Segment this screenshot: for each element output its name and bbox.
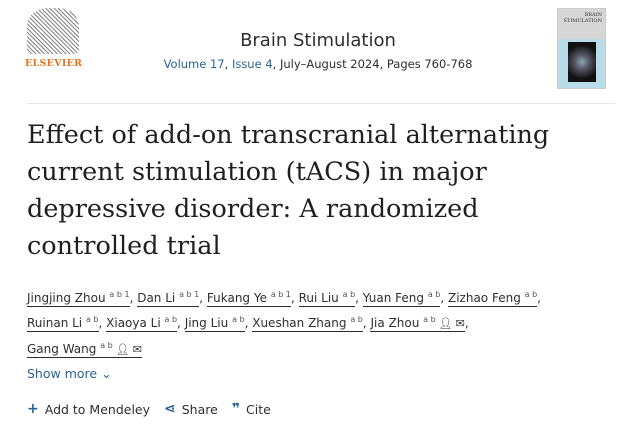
share-button[interactable]: ⋖ Share (164, 401, 218, 417)
elsevier-logo[interactable]: ELSEVIER (25, 8, 83, 70)
journal-header: Brain Stimulation Volume 17, Issue 4, Ju… (150, 30, 486, 71)
add-to-mendeley-button[interactable]: + Add to Mendeley (27, 401, 151, 417)
person-icon: 👤︎ (438, 317, 453, 330)
share-icon: ⋖ (164, 401, 176, 417)
date-pages: , July–August 2024, Pages 760-768 (272, 57, 473, 71)
volume-link[interactable]: Volume 17 (163, 57, 225, 71)
article-title: Effect of add-on transcranial alternatin… (27, 120, 550, 261)
cover-image (568, 42, 596, 82)
email-icon: ✉ (132, 343, 142, 356)
email-icon: ✉ (455, 317, 465, 330)
journal-title[interactable]: Brain Stimulation (240, 30, 396, 51)
plus-icon: + (27, 401, 39, 417)
author-link[interactable]: Ruinan Li a b (27, 315, 99, 332)
journal-cover[interactable]: BRAIN STIMULATION (557, 8, 606, 89)
divider (27, 103, 615, 104)
author-link[interactable]: Zizhao Feng a b (447, 290, 538, 307)
elsevier-tree-icon (27, 8, 79, 54)
article-actions: + Add to Mendeley ⋖ Share ❞ Cite (27, 401, 271, 417)
author-link[interactable]: Jingjing Zhou a b 1 (27, 290, 130, 307)
cover-title: BRAIN STIMULATION (558, 9, 605, 39)
quote-icon: ❞ (231, 401, 241, 417)
author-link[interactable]: Yuan Feng a b (362, 290, 441, 307)
author-link[interactable]: Rui Liu a b (298, 290, 356, 307)
publisher-name: ELSEVIER (25, 58, 83, 69)
cite-button[interactable]: ❞ Cite (231, 401, 271, 417)
journal-meta: Volume 17, Issue 4, July–August 2024, Pa… (163, 57, 473, 71)
show-more-button[interactable]: Show more ⌄ (27, 366, 112, 381)
author-link[interactable]: Jia Zhou a b 👤︎ ✉ (370, 315, 465, 332)
author-link[interactable]: Xiaoya Li a b (106, 315, 178, 332)
author-link[interactable]: Xueshan Zhang a b (252, 315, 363, 332)
author-link[interactable]: Fukang Ye a b 1 (206, 290, 291, 307)
author-link[interactable]: Gang Wang a b 👤︎ ✉ (27, 341, 142, 358)
author-link[interactable]: Jing Liu a b (184, 315, 245, 332)
person-icon: 👤︎ (115, 343, 130, 356)
author-list: Jingjing Zhou a b 1, Dan Li a b 1, Fukan… (27, 290, 541, 358)
chevron-down-icon: ⌄ (101, 366, 112, 381)
author-link[interactable]: Dan Li a b 1 (137, 290, 200, 307)
issue-link[interactable]: Issue 4 (231, 57, 273, 71)
